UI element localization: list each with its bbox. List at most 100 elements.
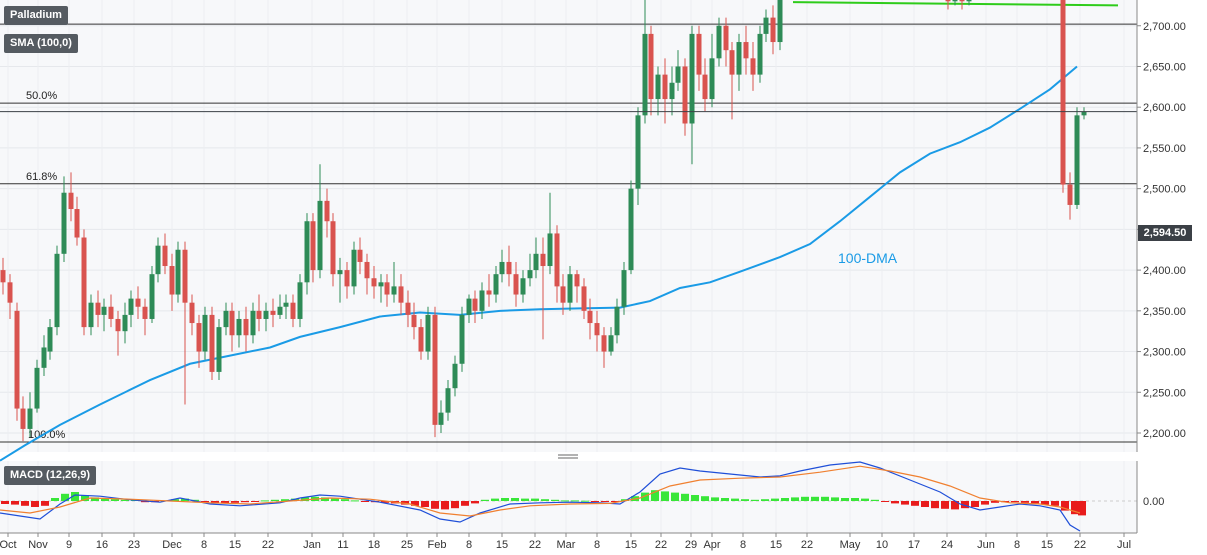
macd-histogram-bar — [481, 499, 489, 501]
candle-body — [304, 221, 310, 283]
macd-histogram-bar — [351, 500, 359, 502]
macd-histogram-bar — [421, 501, 429, 507]
macd-histogram-bar — [711, 497, 719, 501]
date-tick-label: Feb — [428, 539, 447, 551]
candle-body — [662, 74, 668, 100]
macd-histogram-bar — [461, 501, 469, 506]
macd-histogram-bar — [551, 499, 559, 501]
macd-histogram-bar — [881, 501, 889, 502]
macd-histogram-bar — [741, 499, 749, 501]
macd-plot-area[interactable] — [0, 461, 1137, 533]
candle-body — [669, 82, 675, 100]
macd-histogram-bar — [1061, 501, 1069, 511]
price-axis: 2,200.00 2,250.00 2,300.00 2,350.00 2,400.00… — [1136, 0, 1186, 452]
macd-histogram-bar — [821, 496, 829, 501]
macd-histogram-bar — [921, 501, 929, 507]
macd-histogram-bar — [661, 491, 669, 501]
macd-histogram-bar — [721, 498, 729, 501]
candle-body — [493, 274, 499, 295]
candle-body — [101, 306, 107, 315]
macd-histogram-bar — [91, 497, 99, 501]
candle-body — [729, 50, 735, 75]
macd-histogram-bar — [531, 498, 539, 501]
macd-histogram-bar — [501, 498, 509, 501]
date-tick-label: 8 — [1014, 539, 1020, 551]
candle-body — [14, 310, 20, 409]
macd-histogram-bar — [581, 500, 589, 502]
candle-body — [149, 274, 155, 319]
macd-histogram-bar — [81, 495, 89, 501]
macd-histogram-bar — [51, 498, 59, 501]
candle-body — [378, 282, 384, 287]
candle-body — [398, 286, 404, 303]
candle-body — [723, 25, 729, 51]
macd-indicator-badge[interactable]: MACD (12,26,9) — [4, 466, 97, 485]
date-tick-label: 9 — [66, 539, 72, 551]
date-tick-label: Mar — [557, 539, 576, 551]
macd-histogram-bar — [1, 501, 9, 504]
candle-body — [952, 0, 958, 2]
candle-body — [270, 310, 276, 315]
candle-body — [945, 0, 951, 2]
candle-body — [959, 0, 965, 2]
macd-histogram-bar — [891, 501, 899, 504]
date-tick-label: Oct — [0, 539, 17, 551]
macd-pane: 0.00 — [0, 461, 1164, 532]
date-tick-label: 15 — [1041, 539, 1053, 551]
date-tick-label: 22 — [529, 539, 541, 551]
macd-histogram-bar — [831, 497, 839, 501]
candle-body — [675, 66, 681, 83]
candle-body — [74, 209, 80, 238]
macd-histogram-bar — [941, 501, 949, 509]
candle-body — [472, 298, 478, 311]
candle-body — [277, 306, 283, 315]
candle-body — [655, 74, 661, 100]
macd-histogram-bar — [21, 501, 29, 506]
sma-indicator-badge[interactable]: SMA (100,0) — [4, 34, 78, 53]
macd-histogram-bar — [911, 501, 919, 506]
macd-histogram-bar — [271, 499, 279, 501]
date-tick-label: 25 — [401, 539, 413, 551]
macd-histogram-bar — [251, 501, 259, 502]
candle-body — [68, 192, 74, 210]
candle-body — [142, 306, 148, 319]
candle-body — [317, 200, 323, 271]
macd-histogram-bar — [671, 492, 679, 501]
macd-histogram-bar — [981, 501, 989, 505]
candle-body — [682, 66, 688, 124]
price-tick-label: 2,650.00 — [1143, 61, 1186, 73]
macd-histogram-bar — [541, 499, 549, 501]
macd-histogram-bar — [901, 501, 909, 505]
candle-body — [202, 314, 208, 352]
candle-body — [81, 237, 87, 328]
macd-histogram-bar — [301, 497, 309, 501]
candle-body — [547, 233, 553, 267]
date-tick-label: 15 — [770, 539, 782, 551]
macd-histogram-bar — [171, 499, 179, 501]
macd-histogram-bar — [111, 499, 119, 501]
main-plot-area[interactable] — [0, 0, 1137, 452]
date-tick-label: May — [840, 539, 861, 551]
price-tick-label: 2,250.00 — [1143, 387, 1186, 399]
price-tick-label: 2,350.00 — [1143, 306, 1186, 318]
macd-histogram-bar — [681, 493, 689, 501]
candle-body — [438, 412, 444, 425]
macd-histogram-bar — [221, 501, 229, 504]
candle-body — [310, 221, 316, 271]
price-tick-label: 2,500.00 — [1143, 184, 1186, 196]
candle-body — [47, 327, 53, 352]
candle-body — [418, 327, 424, 352]
macd-histogram-bar — [321, 497, 329, 501]
date-tick-label: Jul — [1117, 539, 1131, 551]
macd-histogram-bar — [791, 497, 799, 501]
sma-annotation-label: 100-DMA — [838, 250, 898, 266]
candle-body — [560, 286, 566, 303]
candle-body — [581, 286, 587, 311]
candle-body — [601, 335, 607, 352]
macd-histogram-bar — [511, 498, 519, 501]
candle-body — [1067, 184, 1073, 205]
candle-body — [743, 42, 749, 59]
candle-body — [757, 33, 763, 75]
instrument-badge[interactable]: Palladium — [4, 6, 68, 25]
